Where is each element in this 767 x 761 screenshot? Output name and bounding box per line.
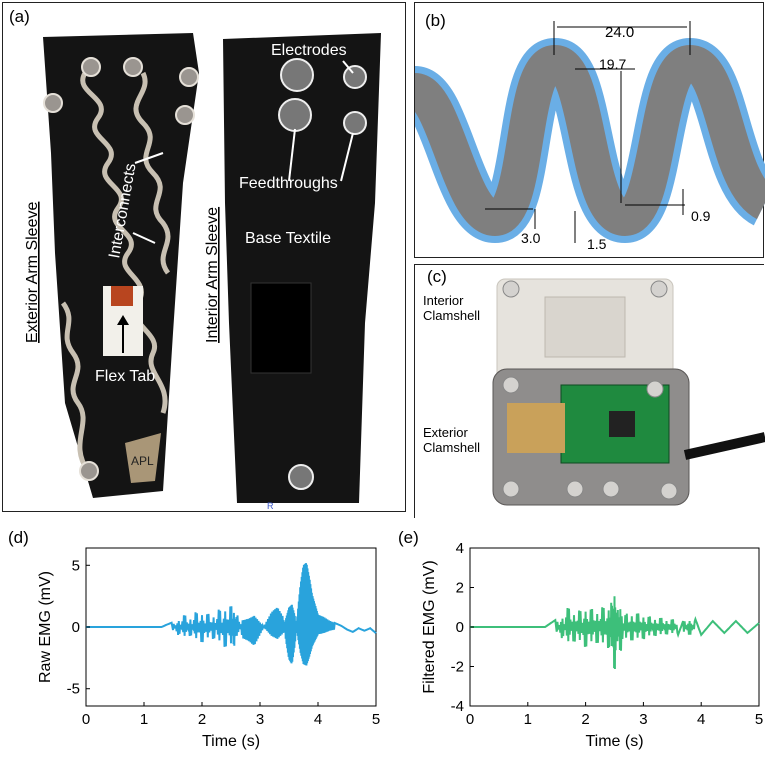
y-axis-label: Raw EMG (mV): [37, 571, 54, 683]
electrode-snaps: [43, 57, 199, 481]
interconnect-trace: [60, 301, 91, 473]
x-tick-label: 0: [82, 711, 90, 728]
x-tick-label: 5: [372, 711, 380, 728]
x-tick-label: 4: [697, 711, 705, 728]
label-r-mark: R: [267, 501, 274, 511]
serpentine-diagram: 24.0 19.7 3.0 1.5 0.9: [404, 21, 767, 252]
y-axis-label: Filtered EMG (mV): [421, 560, 438, 693]
annotation-arrows: [132, 60, 354, 244]
x-tick-label: 3: [639, 711, 647, 728]
label-exterior-sleeve: Exterior Arm Sleeve: [24, 202, 41, 343]
dim-width: 3.0: [521, 230, 541, 246]
y-tick-label: 5: [72, 557, 80, 574]
apl-logo: APL: [131, 454, 154, 468]
label-base-textile: Base Textile: [245, 230, 331, 247]
exterior-sleeve: [43, 33, 199, 498]
dim-pitch: 24.0: [605, 24, 634, 41]
panel-label-e: (e): [398, 528, 419, 547]
usb-cable: [683, 432, 767, 460]
emg-series-line: [470, 596, 760, 670]
panel-label-c: (c): [427, 267, 447, 286]
magnet-discs: [502, 280, 678, 500]
x-tick-label: 1: [140, 711, 148, 728]
feedthrough-discs: [278, 58, 367, 490]
y-tick-label: 0: [456, 619, 464, 636]
panel-b: 24.0 19.7 3.0 1.5 0.9 (b): [404, 2, 767, 258]
conductive-trace: [409, 44, 767, 237]
panel-label-a: (a): [9, 7, 30, 26]
x-tick-label: 5: [755, 711, 763, 728]
x-tick-label: 0: [466, 711, 474, 728]
label-feedthroughs: Feedthroughs: [239, 175, 338, 192]
label-flex-tab: Flex Tab: [95, 368, 155, 385]
label-interior-clamshell: Interior Clamshell: [423, 293, 481, 323]
y-tick-label: -4: [451, 698, 464, 715]
panel-c: (c) Interior Clamshell Exterior Clamshel…: [414, 264, 767, 519]
x-axis-label: Time (s): [202, 733, 260, 750]
x-tick-label: 1: [524, 711, 532, 728]
pcb-chip: [609, 411, 635, 437]
label-interior-sleeve: Interior Arm Sleeve: [204, 207, 221, 343]
flex-tab-arrowhead: [117, 315, 129, 325]
flex-tab-connector: [111, 286, 133, 306]
dim-gap: 1.5: [587, 236, 607, 252]
panel-a: APL Electrodes Feedthroughs Base Textile…: [2, 2, 406, 512]
x-tick-label: 2: [581, 711, 589, 728]
panel-label-d: (d): [8, 528, 29, 547]
x-axis-label: Time (s): [585, 733, 643, 750]
interconnect-trace: [80, 71, 168, 414]
x-tick-label: 3: [256, 711, 264, 728]
label-electrodes: Electrodes: [271, 42, 347, 59]
label-exterior-clamshell: Exterior Clamshell: [423, 425, 481, 455]
interior-clamshell-recess: [544, 296, 626, 358]
panel-e: 0 1 2 3 4 5 -4 -2 0 2 4 Time (s) Filtered EMG (mV) (…: [384, 526, 767, 756]
interconnect-trace: [133, 71, 171, 275]
interior-patch: [250, 282, 312, 374]
apl-logo-patch: [125, 433, 161, 483]
y-tick-label: 2: [456, 580, 464, 597]
sleeve-photo: APL Electrodes Feedthroughs Base Textile…: [24, 33, 381, 511]
dimension-lines: [485, 21, 691, 243]
y-tick-label: -5: [67, 681, 80, 698]
panel-label-b: (b): [425, 11, 446, 30]
y-tick-label: 4: [456, 540, 464, 557]
x-tick-label: 4: [314, 711, 322, 728]
y-tick-label: 0: [72, 619, 80, 636]
flex-connector: [507, 403, 565, 453]
x-tick-label: 2: [198, 711, 206, 728]
interior-sleeve: [223, 33, 381, 503]
y-tick-label: -2: [451, 659, 464, 676]
panel-d: 0 1 2 3 4 5 -5 0 5 Time (s) Raw EMG (mV) (d): [0, 526, 384, 756]
filtered-emg-chart: 0 1 2 3 4 5 -4 -2 0 2 4 Time (s) Filtered EMG (mV): [421, 540, 763, 750]
clamshell-photo: [415, 265, 767, 519]
emg-series-line: [86, 563, 377, 666]
dim-amplitude: 19.7: [599, 56, 626, 72]
dim-encap: 0.9: [691, 208, 711, 224]
